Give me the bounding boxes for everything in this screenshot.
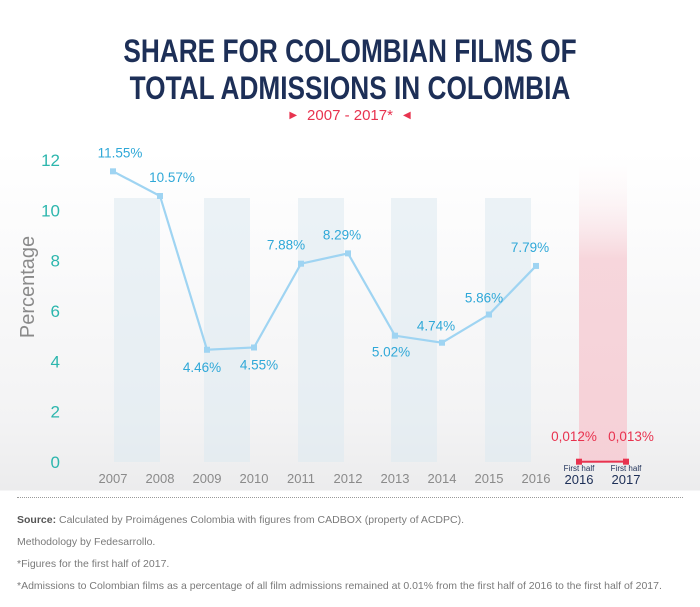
column-band <box>114 198 160 462</box>
data-label: 7.79% <box>511 240 549 255</box>
y-tick-label: 4 <box>51 352 60 371</box>
first-half-year: 2016 <box>565 472 594 487</box>
column-band <box>485 198 531 462</box>
footer-source: Source: Calculated by Proimágenes Colomb… <box>17 514 464 526</box>
source-label: Source: <box>17 514 57 526</box>
first-half-year: 2017 <box>612 472 641 487</box>
data-point <box>486 311 492 318</box>
y-tick-label: 6 <box>51 302 60 321</box>
footer-divider <box>17 497 683 498</box>
data-label: 11.55% <box>98 145 143 160</box>
data-label: 4.55% <box>240 357 278 372</box>
data-point <box>345 250 351 257</box>
y-tick-label: 2 <box>51 403 60 422</box>
first-half-point <box>623 458 629 465</box>
data-point <box>110 168 116 175</box>
footer-note-1: *Figures for the first half of 2017. <box>17 558 170 570</box>
data-point <box>533 262 539 269</box>
data-point <box>439 339 445 346</box>
first-half-prefix: First half <box>564 464 595 473</box>
data-point <box>251 344 257 351</box>
x-tick-label: 2008 <box>146 471 175 486</box>
x-tick-label: 2015 <box>475 471 504 486</box>
x-tick-label: 2009 <box>193 471 222 486</box>
footer-methodology: Methodology by Fedesarrollo. <box>17 536 156 548</box>
data-point <box>392 332 398 339</box>
x-tick-label: 2012 <box>334 471 363 486</box>
y-tick-label: 12 <box>41 151 60 170</box>
column-band <box>391 198 437 462</box>
data-point <box>157 192 163 199</box>
subtitle-text: 2007 - 2017* <box>307 106 393 124</box>
chart-title-line-2: TOTAL ADMISSIONS IN COLOMBIA <box>129 70 571 106</box>
x-tick-label: 2011 <box>287 471 315 486</box>
footer-note-2: *Admissions to Colombian films as a perc… <box>17 580 662 592</box>
line-chart: 0 2 4 6 8 10 12 Percentage 11.55% 10.57% 4.46% 4.55… <box>17 145 654 487</box>
x-tick-label: 2013 <box>381 471 410 486</box>
data-point <box>204 346 210 353</box>
data-point <box>298 260 304 267</box>
source-text: Calculated by Proimágenes Colombia with … <box>56 514 464 526</box>
x-tick-label: 2016 <box>522 471 551 486</box>
data-label: 7.88% <box>267 238 305 253</box>
first-half-label: 0,013% <box>608 429 654 444</box>
x-tick-label: 2014 <box>428 471 457 486</box>
y-tick-label: 8 <box>51 252 60 271</box>
series-line <box>112 170 537 351</box>
data-label: 5.02% <box>372 345 410 360</box>
triangle-left-icon: ◀ <box>402 109 411 121</box>
x-tick-label: 2007 <box>99 471 128 486</box>
data-label: 5.86% <box>465 291 503 306</box>
column-band <box>298 198 344 462</box>
highlight-band <box>579 150 627 462</box>
triangle-right-icon: ▶ <box>289 109 298 121</box>
first-half-prefix: First half <box>611 464 642 473</box>
data-label: 8.29% <box>323 227 361 242</box>
data-label: 10.57% <box>149 170 195 185</box>
chart-title-line-1: SHARE FOR COLOMBIAN FILMS OF <box>123 33 577 69</box>
column-band <box>204 198 250 462</box>
first-half-label: 0,012% <box>551 429 597 444</box>
first-half-point <box>576 458 582 465</box>
x-tick-label: 2010 <box>240 471 269 486</box>
y-tick-label: 10 <box>41 201 60 220</box>
data-label: 4.46% <box>183 360 221 375</box>
y-tick-label: 0 <box>51 453 60 472</box>
chart-subtitle: ▶ 2007 - 2017* ◀ <box>0 106 700 124</box>
data-label: 4.74% <box>417 319 455 334</box>
y-axis-label: Percentage <box>17 236 39 338</box>
